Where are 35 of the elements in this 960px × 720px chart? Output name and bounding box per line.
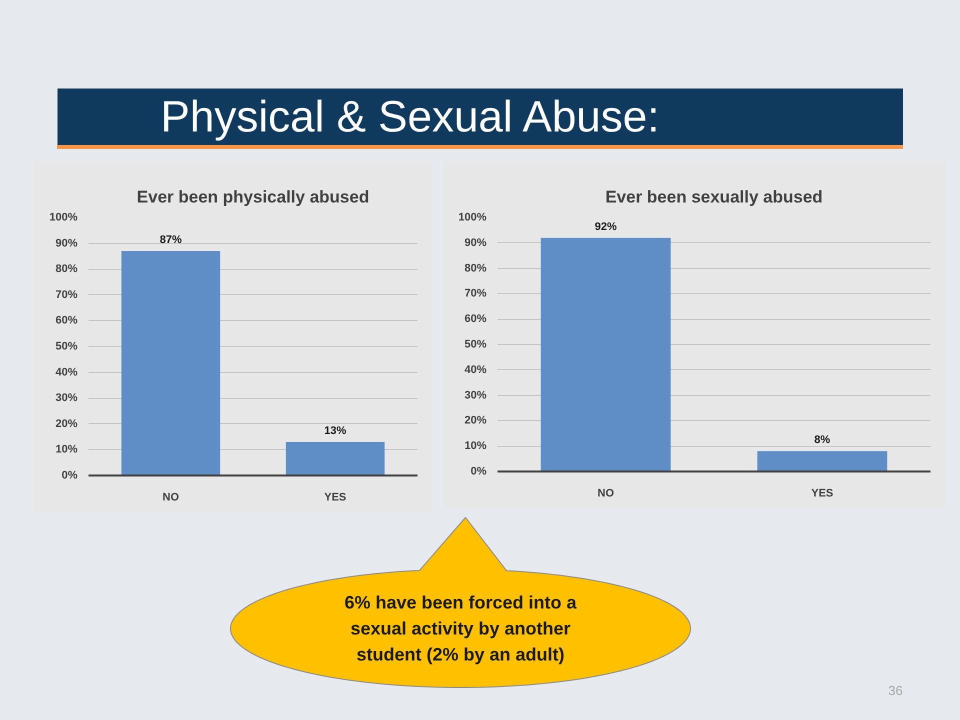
y-tick-label: 40% <box>55 366 78 378</box>
y-tick-label: 80% <box>55 263 78 276</box>
y-tick-label: 0% <box>62 470 78 482</box>
y-tick-label: 10% <box>55 444 78 456</box>
y-tick-label: 90% <box>464 236 487 249</box>
data-label: 13% <box>324 424 346 437</box>
chart-title: Ever been sexually abused <box>605 188 823 206</box>
y-tick-label: 50% <box>55 340 78 352</box>
data-label: 8% <box>814 434 830 446</box>
y-tick-label: 80% <box>464 262 487 274</box>
text: Physical & Sexual Abuse: <box>160 92 660 142</box>
y-tick-label: 60% <box>464 313 487 326</box>
data-label: 87% <box>160 234 182 246</box>
text: 6% have been forced into a sexual activity by another student (2% by an adult) <box>344 592 578 664</box>
chart-title: Ever been physically abused <box>136 188 370 206</box>
y-tick-label: 90% <box>55 237 78 250</box>
y-tick-label: 70% <box>55 288 78 301</box>
y-tick-label: 30% <box>55 392 78 404</box>
y-tick-label: 100% <box>458 212 487 224</box>
data-label: 92% <box>594 220 617 233</box>
x-tick-label: NO <box>162 492 180 504</box>
y-tick-label: 40% <box>464 364 487 376</box>
y-tick-label: 60% <box>55 314 78 327</box>
y-tick-label: 20% <box>55 418 78 430</box>
x-tick-label: NO <box>598 488 614 500</box>
x-tick-label: YES <box>324 492 346 504</box>
y-tick-label: 50% <box>464 338 487 350</box>
y-tick-label: 100% <box>49 212 78 224</box>
x-tick-label: YES <box>811 488 834 500</box>
y-tick-label: 10% <box>464 440 487 452</box>
y-tick-label: 0% <box>470 466 487 478</box>
y-tick-label: 20% <box>464 414 487 427</box>
y-tick-label: 70% <box>464 288 487 300</box>
text: 36 <box>888 683 903 698</box>
y-tick-label: 30% <box>464 389 487 402</box>
